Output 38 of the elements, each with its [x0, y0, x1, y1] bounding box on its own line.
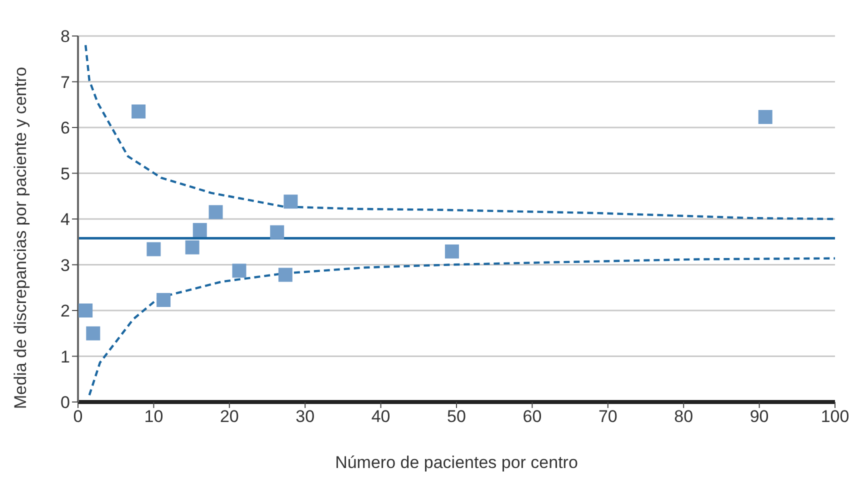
point: [185, 240, 200, 254]
x-axis-title: Número de pacientes por centro: [335, 453, 578, 472]
line-series: [88, 257, 835, 396]
y-tick-label: 2: [60, 302, 70, 321]
point: [156, 292, 171, 307]
y-tick-label: 8: [60, 27, 70, 46]
x-tick-label: 20: [220, 407, 239, 426]
point: [78, 304, 93, 318]
point: [208, 205, 223, 220]
point: [278, 268, 292, 282]
point: [758, 110, 772, 124]
point: [192, 222, 207, 237]
x-tick-label: 80: [674, 407, 694, 426]
line-series: [84, 44, 835, 220]
x-tick-label: 50: [447, 407, 466, 426]
x-tick-label: 30: [296, 407, 315, 426]
point: [444, 244, 459, 258]
y-tick-label: 0: [60, 393, 70, 412]
y-tick-label: 7: [60, 72, 70, 92]
y-tick-label: 5: [60, 164, 70, 184]
y-tick-label: 4: [60, 210, 70, 230]
point: [86, 326, 100, 340]
x-tick-label: 70: [598, 407, 618, 426]
x-tick-label: 60: [522, 407, 542, 426]
y-tick-label: 3: [60, 256, 70, 275]
point: [146, 242, 161, 256]
y-tick-label: 6: [60, 118, 70, 138]
x-tick-label: 0: [73, 407, 83, 426]
point: [284, 194, 298, 209]
x-tick-label: 90: [750, 407, 769, 426]
point: [270, 225, 284, 240]
y-axis-title: Media de discrepancias por paciente y centro: [11, 66, 30, 409]
point: [132, 104, 146, 118]
x-tick-label: 10: [144, 407, 164, 426]
y-tick-label: 1: [60, 347, 70, 366]
x-tick-label: 100: [820, 407, 850, 426]
point: [232, 264, 246, 278]
x-tick-label: 40: [371, 407, 390, 426]
